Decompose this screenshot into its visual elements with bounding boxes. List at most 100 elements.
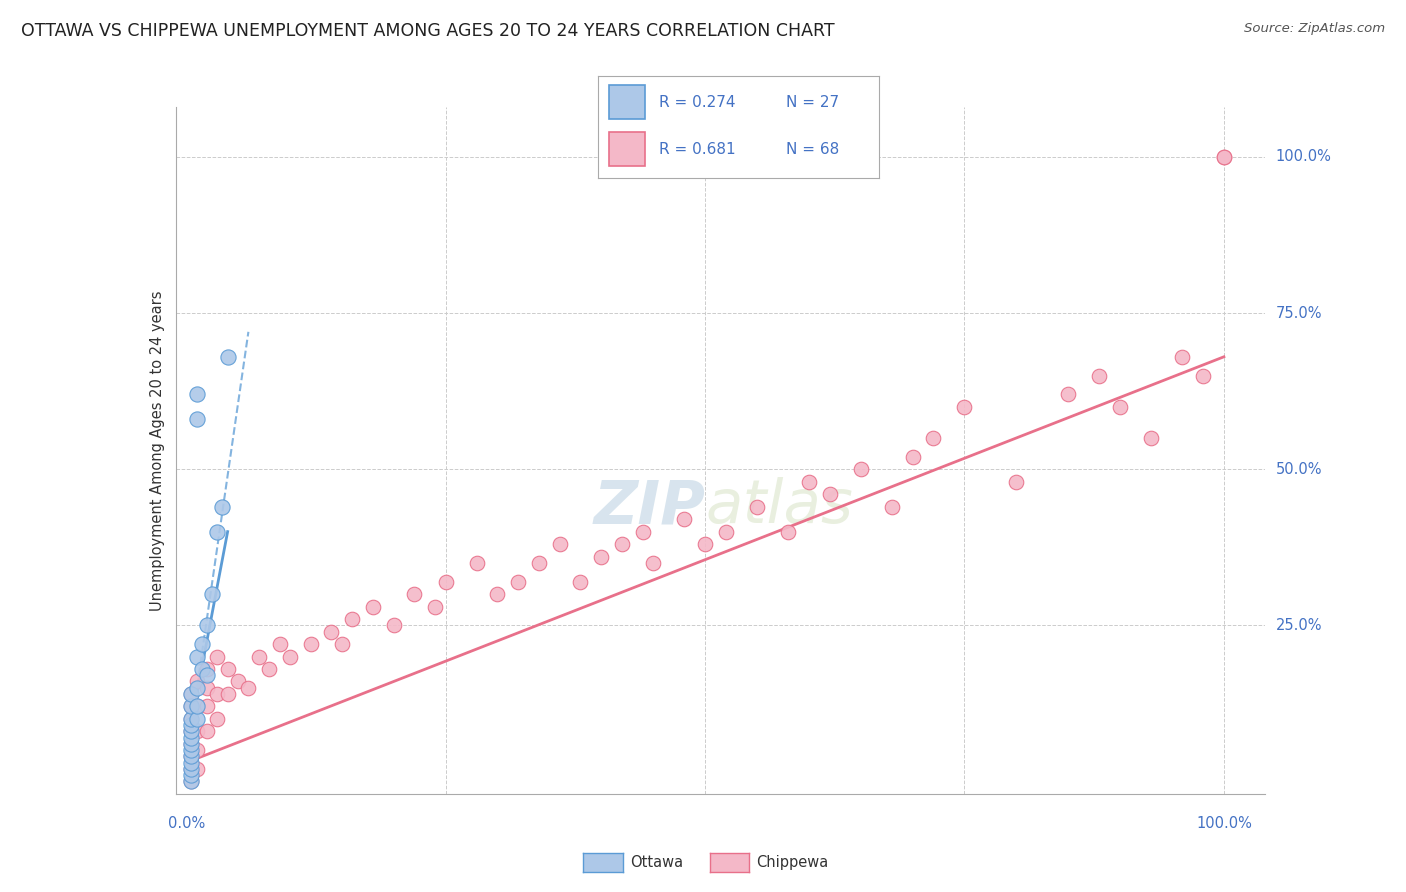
Point: [1140, 431, 1163, 445]
Text: 0.0%: 0.0%: [167, 815, 205, 830]
Point: [190, 637, 212, 651]
Text: 25.0%: 25.0%: [1275, 618, 1322, 632]
Point: [321, 624, 343, 639]
Text: OTTAWA VS CHIPPEWA UNEMPLOYMENT AMONG AGES 20 TO 24 YEARS CORRELATION CHART: OTTAWA VS CHIPPEWA UNEMPLOYMENT AMONG AG…: [21, 22, 835, 40]
Point: [180, 756, 202, 770]
Point: [1088, 368, 1111, 383]
Point: [180, 687, 202, 701]
Point: [299, 637, 322, 651]
Point: [180, 712, 202, 726]
Point: [180, 718, 202, 732]
Point: [180, 762, 202, 776]
Point: [797, 475, 820, 489]
Point: [693, 537, 716, 551]
Point: [217, 350, 239, 364]
Point: [382, 618, 405, 632]
Point: [186, 724, 208, 739]
Point: [186, 712, 208, 726]
Point: [1057, 387, 1080, 401]
Point: [195, 668, 218, 682]
Point: [631, 524, 654, 539]
Point: [508, 574, 530, 589]
Y-axis label: Unemployment Among Ages 20 to 24 years: Unemployment Among Ages 20 to 24 years: [149, 290, 165, 611]
Point: [361, 599, 384, 614]
Text: R = 0.681: R = 0.681: [659, 142, 735, 157]
Point: [207, 687, 229, 701]
Point: [180, 774, 202, 789]
Point: [849, 462, 872, 476]
Point: [195, 662, 218, 676]
Point: [211, 500, 233, 514]
Point: [207, 649, 229, 664]
Text: atlas: atlas: [704, 477, 853, 536]
Point: [776, 524, 799, 539]
Point: [195, 681, 218, 695]
FancyBboxPatch shape: [609, 85, 645, 119]
Point: [257, 662, 280, 676]
Point: [186, 762, 208, 776]
Text: 100.0%: 100.0%: [1197, 815, 1251, 830]
Text: 100.0%: 100.0%: [1275, 150, 1331, 164]
Point: [186, 699, 208, 714]
Point: [217, 687, 239, 701]
Point: [486, 587, 509, 601]
Point: [591, 549, 613, 564]
Text: N = 68: N = 68: [786, 142, 839, 157]
Point: [180, 743, 202, 757]
Point: [186, 699, 208, 714]
Point: [238, 681, 260, 695]
Point: [330, 637, 353, 651]
Point: [186, 674, 208, 689]
Point: [745, 500, 768, 514]
Text: Ottawa: Ottawa: [630, 855, 683, 870]
Point: [1192, 368, 1215, 383]
Point: [180, 774, 202, 789]
Point: [180, 762, 202, 776]
Point: [818, 487, 841, 501]
Point: [953, 400, 976, 414]
Text: 75.0%: 75.0%: [1275, 306, 1322, 320]
Text: R = 0.274: R = 0.274: [659, 95, 735, 110]
Point: [643, 556, 665, 570]
Text: N = 27: N = 27: [786, 95, 839, 110]
Text: 50.0%: 50.0%: [1275, 462, 1322, 476]
Point: [180, 724, 202, 739]
Point: [180, 731, 202, 745]
Text: Chippewa: Chippewa: [756, 855, 828, 870]
Point: [226, 674, 249, 689]
Point: [195, 724, 218, 739]
Point: [880, 500, 903, 514]
Point: [186, 743, 208, 757]
Point: [1109, 400, 1132, 414]
Point: [247, 649, 270, 664]
Point: [186, 681, 208, 695]
Point: [527, 556, 550, 570]
Point: [465, 556, 488, 570]
Point: [180, 737, 202, 751]
Point: [1212, 150, 1234, 164]
Point: [195, 699, 218, 714]
Point: [922, 431, 945, 445]
Point: [404, 587, 426, 601]
Point: [180, 699, 202, 714]
Point: [180, 687, 202, 701]
Point: [1005, 475, 1028, 489]
Point: [569, 574, 592, 589]
Point: [180, 724, 202, 739]
Point: [673, 512, 696, 526]
Text: Source: ZipAtlas.com: Source: ZipAtlas.com: [1244, 22, 1385, 36]
Point: [186, 387, 208, 401]
Point: [180, 749, 202, 764]
Point: [180, 768, 202, 782]
Point: [901, 450, 924, 464]
Point: [278, 649, 301, 664]
Point: [186, 412, 208, 426]
Point: [201, 587, 224, 601]
Point: [180, 737, 202, 751]
Point: [217, 662, 239, 676]
Point: [195, 618, 218, 632]
FancyBboxPatch shape: [609, 132, 645, 166]
Point: [180, 712, 202, 726]
Point: [434, 574, 457, 589]
Point: [1171, 350, 1194, 364]
